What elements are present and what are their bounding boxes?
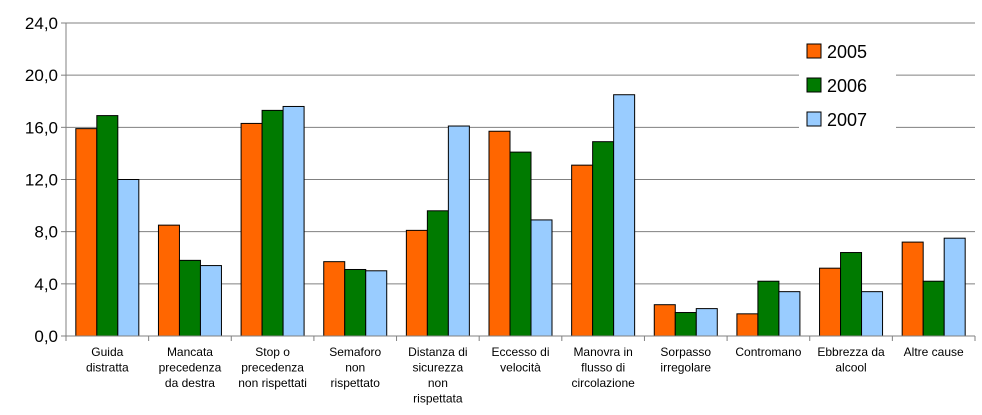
x-category-label-line: flusso di xyxy=(581,361,625,375)
y-tick-label: 12,0 xyxy=(25,171,58,190)
bar-2005-6 xyxy=(571,164,594,337)
x-category-label-line: non xyxy=(428,376,448,390)
x-category-label-line: non xyxy=(345,361,365,375)
x-category-label: Distanza di sicurezza non rispettata xyxy=(408,345,467,406)
bar-2005-3 xyxy=(323,261,346,337)
x-category-label-line: irregolare xyxy=(660,361,711,375)
legend-swatch-2007 xyxy=(806,111,822,127)
bar-2006-1 xyxy=(178,259,201,337)
x-category-label-line: Ebbrezza da xyxy=(817,345,885,359)
x-category-label: Sorpasso irregolare xyxy=(660,345,711,375)
legend-swatch-2005 xyxy=(806,43,822,59)
bar-2007-5 xyxy=(530,219,553,337)
legend-label-2005: 2005 xyxy=(827,42,867,62)
y-tick-label: 20,0 xyxy=(25,66,58,85)
x-category-label-line: Guida xyxy=(91,345,123,359)
x-category-label: Altre cause xyxy=(904,345,964,359)
bar-2005-9 xyxy=(819,267,842,337)
bar-2007-7 xyxy=(695,308,718,337)
x-category-label-line: rispettata xyxy=(413,392,463,406)
bar-2006-6 xyxy=(592,141,615,337)
x-category-label-line: velocità xyxy=(500,361,541,375)
bar-2006-0 xyxy=(96,115,119,337)
bar-2007-0 xyxy=(117,179,140,337)
bar-2006-4 xyxy=(426,210,449,337)
bar-2005-0 xyxy=(75,128,98,337)
x-category-label-line: Contromano xyxy=(735,345,801,359)
legend-label-2006: 2006 xyxy=(827,76,867,96)
x-category-label-line: Semaforo xyxy=(329,345,381,359)
bar-2007-8 xyxy=(778,291,801,337)
axes xyxy=(65,23,976,341)
x-category-label: Manovra in flusso di circolazione xyxy=(571,345,635,390)
x-category-label-line: distratta xyxy=(86,361,129,375)
bar-2007-10 xyxy=(943,237,966,337)
x-category-label-line: da destra xyxy=(165,376,215,390)
bar-2007-6 xyxy=(613,94,636,337)
bar-2006-3 xyxy=(344,268,367,337)
y-tick-label: 0,0 xyxy=(34,327,58,346)
y-tick-label: 16,0 xyxy=(25,118,58,137)
x-category-label-line: alcool xyxy=(835,361,866,375)
x-category-label: Guida distratta xyxy=(86,345,129,375)
x-category-label: Semaforo non rispettato xyxy=(329,345,381,390)
legend-label-2007: 2007 xyxy=(827,110,867,130)
bar-2005-10 xyxy=(901,241,924,337)
bars xyxy=(75,94,966,337)
x-category-label: Mancata precedenza da destra xyxy=(159,345,222,390)
x-category-label-line: Manovra in xyxy=(573,345,632,359)
bar-2005-2 xyxy=(240,122,263,337)
bar-2005-8 xyxy=(736,313,759,337)
y-tick-label: 24,0 xyxy=(25,14,58,33)
x-category-label: Ebbrezza da alcool xyxy=(817,345,885,375)
bar-2005-1 xyxy=(157,224,180,337)
x-category-label: Eccesso di velocità xyxy=(491,345,549,375)
bar-2007-2 xyxy=(282,105,305,337)
x-category-label: Contromano xyxy=(735,345,801,359)
x-category-label-line: sicurezza xyxy=(413,361,464,375)
y-tick-label: 4,0 xyxy=(34,275,58,294)
x-category-label-line: Eccesso di xyxy=(491,345,549,359)
bar-2006-8 xyxy=(757,280,780,337)
bar-2006-10 xyxy=(922,280,945,337)
legend-swatch-2006 xyxy=(806,77,822,93)
bar-2006-9 xyxy=(840,252,863,337)
y-tick-label: 8,0 xyxy=(34,223,58,242)
bar-2005-4 xyxy=(405,229,428,337)
x-category-label-line: circolazione xyxy=(571,376,635,390)
bar-2006-7 xyxy=(674,312,697,337)
x-category-label-line: Distanza di xyxy=(408,345,467,359)
bar-2007-1 xyxy=(199,265,222,337)
bar-2005-5 xyxy=(488,130,511,337)
x-category-label-line: precedenza xyxy=(241,361,304,375)
bar-2006-2 xyxy=(261,109,284,337)
x-category-label: Stop o precedenza non rispettati xyxy=(238,345,307,390)
bar-2007-9 xyxy=(861,291,884,337)
x-category-label-line: precedenza xyxy=(159,361,222,375)
bar-2005-7 xyxy=(653,304,676,337)
x-category-label-line: Altre cause xyxy=(904,345,964,359)
bar-2007-4 xyxy=(447,125,470,337)
x-category-label-line: Stop o xyxy=(255,345,290,359)
bar-2006-5 xyxy=(509,151,532,337)
x-category-label-line: rispettato xyxy=(331,376,381,390)
y-axis-tick-labels: 0,0 4,0 8,0 12,0 16,0 20,0 24,0 xyxy=(25,14,66,346)
bar-2007-3 xyxy=(365,270,388,337)
legend: 2005 2006 2007 xyxy=(799,34,896,144)
x-category-label-line: Sorpasso xyxy=(660,345,711,359)
x-category-label-line: Mancata xyxy=(167,345,213,359)
x-category-label-line: non rispettati xyxy=(238,376,307,390)
